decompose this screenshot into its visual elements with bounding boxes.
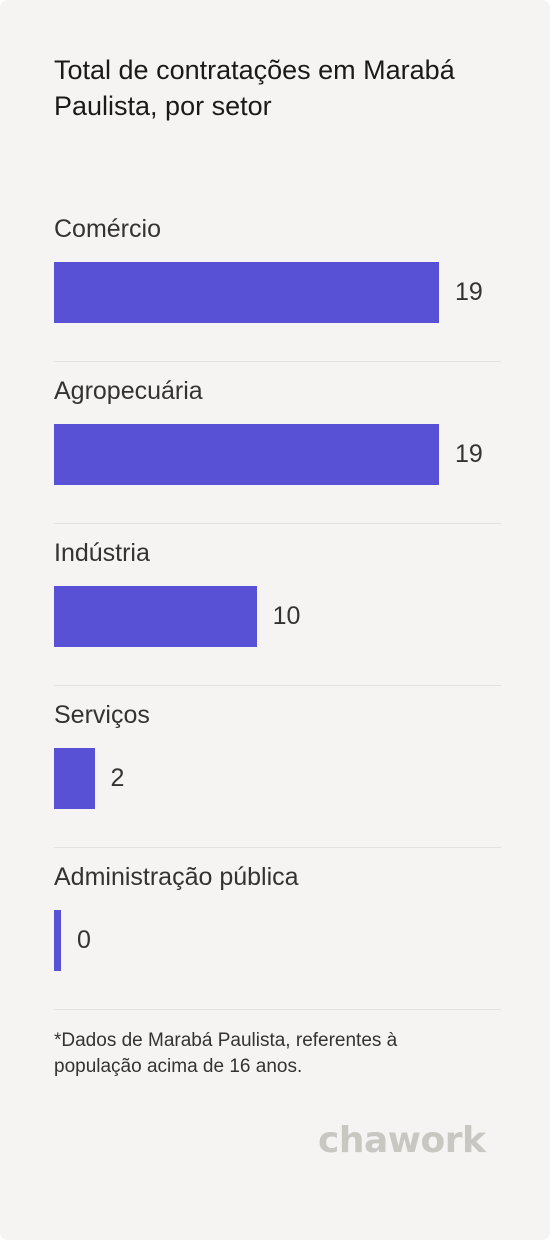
category-label: Serviços — [54, 701, 150, 729]
bar-value-label: 19 — [455, 440, 483, 468]
bar-row: Comércio 19 — [54, 200, 501, 362]
category-label: Comércio — [54, 215, 161, 243]
bar-value-label: 19 — [455, 278, 483, 306]
bar-row: Agropecuária 19 — [54, 362, 501, 524]
chawork-logo: chawork — [318, 1120, 488, 1161]
bar — [54, 586, 257, 647]
bar — [54, 748, 95, 809]
footnote: *Dados de Marabá Paulista, referentes à … — [54, 1030, 398, 1077]
bar — [54, 910, 61, 971]
bar-value-label: 0 — [77, 926, 91, 954]
category-label: Indústria — [54, 539, 150, 567]
category-label: Agropecuária — [54, 377, 203, 405]
category-label: Administração pública — [54, 863, 299, 891]
bar — [54, 424, 439, 485]
bar-row: Administração pública 0 — [54, 848, 501, 1010]
bar-value-label: 2 — [110, 764, 125, 792]
svg-text:chawork: chawork — [318, 1120, 487, 1161]
bar-list: Comércio 19 Agropecuária 19 Indústria 10 Servi… — [54, 200, 501, 1010]
bar-row: Serviços 2 — [54, 686, 501, 848]
bar — [54, 262, 439, 323]
bar-value-label: 10 — [272, 602, 301, 630]
chart-title: Total de contratações em Marabá Paulista… — [54, 55, 455, 121]
bar-row: Indústria 10 — [54, 524, 501, 686]
